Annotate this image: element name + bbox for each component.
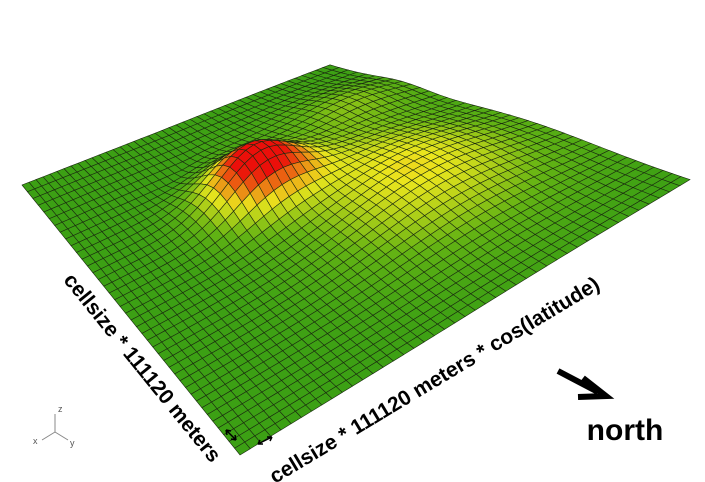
north-label: north [587,414,664,447]
terrain-surface [21,64,691,456]
axis-triad [41,414,69,441]
mesh-cell [234,441,251,456]
axis-x-label: x [33,436,38,446]
north-arrow [556,368,615,400]
edge-arrows [225,429,273,445]
axis-z-label: z [58,404,63,414]
axis-y-label: y [70,438,75,448]
